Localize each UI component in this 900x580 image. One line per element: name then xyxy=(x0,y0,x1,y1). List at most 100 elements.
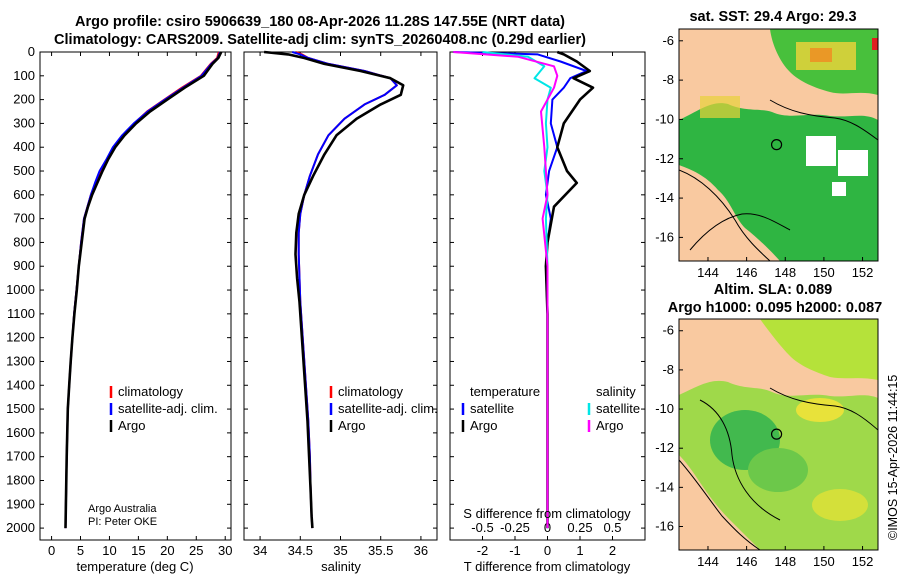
s-difference-axis-label: S difference from climatology xyxy=(463,506,631,521)
depth-tick-label: 1100 xyxy=(7,306,35,321)
depth-tick-label: 500 xyxy=(13,163,35,178)
legend-label-argo: Argo xyxy=(118,418,145,433)
sla-high-patch xyxy=(796,398,844,422)
series-line xyxy=(263,50,405,529)
depth-tick-label: 600 xyxy=(13,187,35,202)
pi-note: PI: Peter OKE xyxy=(88,516,157,528)
plot-frame xyxy=(243,51,438,541)
x-tick-label: 2 xyxy=(609,543,616,558)
sla-map: 144 146 148 150 152 -6 -8 -10 -12 -14 -16 xyxy=(655,318,879,569)
legend-label-climatology: climatology xyxy=(118,384,184,399)
x-tick-label: 0 xyxy=(544,543,551,558)
sst-map-ticks: 144 146 148 150 152 -6 -8 -10 -12 -14 -16 xyxy=(655,33,873,280)
imos-timestamp: ©IMOS 15-Apr-2026 11:44:15 xyxy=(886,374,900,540)
temperature-axis-label: temperature (deg C) xyxy=(76,559,193,574)
x-tick-label: -2 xyxy=(477,543,489,558)
x-tick-label: 30 xyxy=(218,543,232,558)
sla-map-sea-north xyxy=(760,319,878,380)
depth-tick-label: 0 xyxy=(28,44,35,59)
depth-tick-label: 100 xyxy=(13,68,35,83)
depth-tick-label: 2000 xyxy=(6,520,35,535)
map-y-tick-label: -8 xyxy=(662,72,674,87)
sla-bathy-contour xyxy=(699,399,781,521)
x-tick-label: 5 xyxy=(77,543,84,558)
sla-coastline-2 xyxy=(769,387,878,431)
series-line xyxy=(453,51,559,529)
legend-label-s-satellite: satellite xyxy=(596,401,640,416)
map-y-tick-label: -12 xyxy=(655,440,674,455)
map-x-tick-label: 150 xyxy=(813,554,835,569)
depth-tick-label: 1000 xyxy=(6,282,35,297)
series-line xyxy=(482,51,552,529)
salinity-panel: 34 34.5 35 35.5 36 xyxy=(243,50,438,558)
sla-map-title-line1: Altim. SLA: 0.089 xyxy=(713,282,833,298)
map-x-tick-label: 148 xyxy=(774,265,796,280)
plot-frame xyxy=(39,51,232,541)
top-x-tick-label: 0.25 xyxy=(567,520,592,535)
sla-coastline-1 xyxy=(679,459,761,550)
sst-gulf-warm xyxy=(700,96,740,118)
top-x-tick-label: 0.5 xyxy=(603,520,621,535)
sst-cloud-gap-1 xyxy=(806,136,836,166)
depth-tick-label: 1500 xyxy=(6,401,35,416)
sla-high-patch-2 xyxy=(812,489,868,521)
map-x-tick-label: 146 xyxy=(736,265,758,280)
salinity-legend: climatology satellite-adj. clim. Argo xyxy=(329,384,438,433)
map-y-tick-label: -6 xyxy=(662,33,674,48)
x-tick-label: 25 xyxy=(189,543,203,558)
sla-mid-patch xyxy=(748,448,808,492)
depth-tick-label: 1900 xyxy=(6,496,35,511)
sst-map-frame xyxy=(678,28,879,262)
sla-map-frame xyxy=(678,318,879,551)
map-y-tick-label: -6 xyxy=(662,323,674,338)
x-tick-label: 10 xyxy=(102,543,116,558)
sst-map-title: sat. SST: 29.4 Argo: 29.3 xyxy=(689,9,857,25)
series-line xyxy=(453,51,588,529)
difference-panel: -2 -1 0 1 2-0.5 -0.25 0 0.25 0.5 xyxy=(449,50,646,558)
depth-tick-label: 1300 xyxy=(6,353,35,368)
sst-max-patch xyxy=(872,38,878,50)
sal-legend-label-satellite-adj: satellite-adj. clim. xyxy=(338,401,438,416)
sst-bathy-contour xyxy=(689,213,791,251)
map-y-tick-label: -8 xyxy=(662,362,674,377)
depth-tick-label: 300 xyxy=(13,115,35,130)
sla-argo-location-marker xyxy=(770,428,783,440)
sla-map-title-line2: Argo h1000: 0.095 h2000: 0.087 xyxy=(667,300,883,316)
x-tick-label: 1 xyxy=(576,543,583,558)
map-y-tick-label: -10 xyxy=(655,401,674,416)
temperature-legend: climatology satellite-adj. clim. Argo xyxy=(109,384,218,433)
depth-tick-label: 1400 xyxy=(6,377,35,392)
x-tick-label: 35 xyxy=(333,543,347,558)
series-line xyxy=(295,51,398,529)
sst-cloud-gap-3 xyxy=(832,182,846,196)
depth-tick-label: 200 xyxy=(13,92,35,107)
sst-cloud-gap-2 xyxy=(838,150,868,176)
depth-tick-label: 1700 xyxy=(6,449,35,464)
map-y-tick-label: -12 xyxy=(655,151,674,166)
sst-map: 144 146 148 150 152 -6 -8 -10 -12 -14 -16 xyxy=(655,28,879,280)
top-x-tick-label: -0.5 xyxy=(471,520,493,535)
salinity-axis-label: salinity xyxy=(321,559,361,574)
depth-tick-label: 700 xyxy=(13,211,35,226)
legend-header-salinity: salinity xyxy=(596,384,636,399)
x-tick-label: 36 xyxy=(414,543,428,558)
x-tick-label: -1 xyxy=(509,543,521,558)
map-x-tick-label: 150 xyxy=(813,265,835,280)
x-tick-label: 34.5 xyxy=(288,543,313,558)
plot-title-line1: Argo profile: csiro 5906639_180 08-Apr-2… xyxy=(74,14,566,30)
series-line xyxy=(544,50,595,529)
map-x-tick-label: 152 xyxy=(852,554,874,569)
depth-tick-label: 1200 xyxy=(6,330,35,345)
sst-argo-location-marker xyxy=(770,139,783,151)
sst-coastline-1 xyxy=(679,169,771,261)
map-y-tick-label: -10 xyxy=(655,111,674,126)
sst-hot-patch xyxy=(810,48,832,62)
x-tick-label: 20 xyxy=(160,543,174,558)
x-tick-label: 35.5 xyxy=(368,543,393,558)
x-tick-label: 34 xyxy=(253,543,267,558)
series-line xyxy=(64,51,221,529)
sal-legend-label-climatology: climatology xyxy=(338,384,404,399)
legend-label-t-satellite: satellite xyxy=(470,401,514,416)
sal-legend-label-argo: Argo xyxy=(338,418,365,433)
x-tick-label: 15 xyxy=(131,543,145,558)
